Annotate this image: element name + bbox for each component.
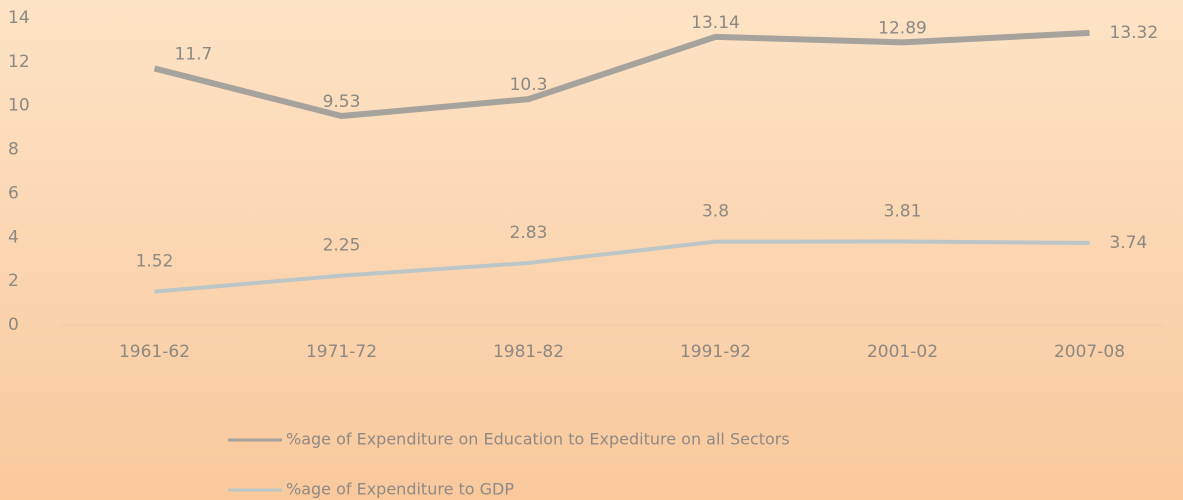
data-label: 13.14 bbox=[691, 13, 740, 33]
x-tick-label: 1971-72 bbox=[306, 342, 377, 362]
y-tick-label: 6 bbox=[8, 183, 19, 203]
series-line bbox=[154, 239, 1090, 294]
x-tick-label: 1991-92 bbox=[680, 342, 751, 362]
data-label: 10.3 bbox=[510, 75, 548, 95]
data-label: 13.32 bbox=[1110, 23, 1159, 43]
y-tick-label: 4 bbox=[8, 227, 19, 247]
y-tick-label: 12 bbox=[8, 52, 30, 72]
x-tick-label: 2001-02 bbox=[867, 342, 938, 362]
x-tick-label: 1981-82 bbox=[493, 342, 564, 362]
data-label: 2.83 bbox=[510, 223, 548, 243]
data-label: 11.7 bbox=[175, 44, 213, 64]
legend-label: %age of Expenditure to GDP bbox=[286, 480, 514, 499]
x-tick-label: 2007-08 bbox=[1054, 342, 1125, 362]
y-tick-label: 14 bbox=[8, 8, 30, 28]
x-tick-label: 1961-62 bbox=[119, 342, 190, 362]
y-tick-label: 10 bbox=[8, 96, 30, 116]
data-label: 9.53 bbox=[323, 92, 361, 112]
y-tick-label: 2 bbox=[8, 271, 19, 291]
legend-label: %age of Expenditure on Education to Expe… bbox=[286, 430, 790, 449]
y-tick-label: 8 bbox=[8, 140, 19, 160]
data-label: 3.81 bbox=[884, 201, 922, 221]
y-tick-label: 0 bbox=[8, 315, 19, 335]
data-label: 3.8 bbox=[702, 202, 729, 222]
series-line bbox=[153, 29, 1090, 120]
data-label: 3.74 bbox=[1110, 233, 1148, 253]
data-label: 12.89 bbox=[878, 18, 927, 38]
data-label: 1.52 bbox=[136, 252, 174, 272]
data-label: 2.25 bbox=[323, 236, 361, 256]
